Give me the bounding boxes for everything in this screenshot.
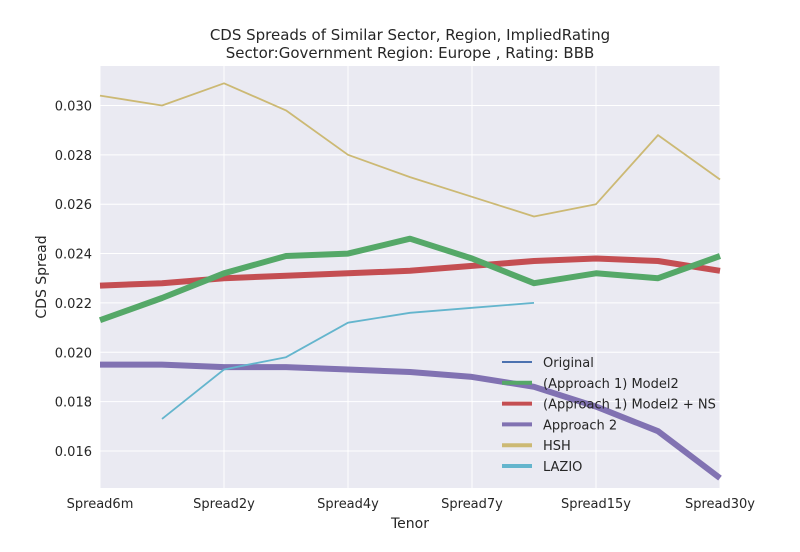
series-line xyxy=(99,82,721,218)
x-tick-label: Spread15y xyxy=(561,497,631,512)
legend-entry: LAZIO xyxy=(543,460,582,475)
y-tick-label: 0.016 xyxy=(55,445,92,460)
series-lines xyxy=(98,82,722,481)
legend-entry: (Approach 1) Model2 + NS xyxy=(543,398,716,413)
chart-title: CDS Spreads of Similar Sector, Region, I… xyxy=(210,26,610,44)
x-tick-label: Spread2y xyxy=(193,497,255,512)
y-tick-labels: 0.016 0.018 0.020 0.022 0.024 0.026 0.028 0.030 xyxy=(55,99,92,459)
y-tick-label: 0.030 xyxy=(55,99,92,114)
y-axis-label: CDS Spread xyxy=(34,235,50,318)
legend-entry: Original xyxy=(543,356,594,371)
y-tick-label: 0.022 xyxy=(55,297,92,312)
y-tick-label: 0.026 xyxy=(55,198,92,213)
chart-subtitle: Sector:Government Region: Europe , Ratin… xyxy=(226,44,595,62)
legend-entry: (Approach 1) Model2 xyxy=(543,377,679,392)
legend: Original (Approach 1) Model2 (Approach 1) … xyxy=(502,356,716,475)
x-tick-label: Spread30y xyxy=(685,497,755,512)
y-tick-label: 0.018 xyxy=(55,396,92,411)
series-line xyxy=(161,302,535,420)
x-tick-label: Spread4y xyxy=(317,497,379,512)
legend-entry: HSH xyxy=(543,439,571,454)
x-axis-label: Tenor xyxy=(390,516,429,532)
y-tick-label: 0.020 xyxy=(55,346,92,361)
legend-entry: Approach 2 xyxy=(543,418,617,433)
x-tick-label: Spread6m xyxy=(67,497,134,512)
series-line xyxy=(100,361,722,481)
x-tick-label: Spread7y xyxy=(441,497,503,512)
series-line xyxy=(98,235,722,324)
y-tick-label: 0.024 xyxy=(55,248,92,263)
x-tick-labels: Spread6m Spread2y Spread4y Spread7y Spread15… xyxy=(67,497,756,512)
y-tick-label: 0.028 xyxy=(55,149,92,164)
